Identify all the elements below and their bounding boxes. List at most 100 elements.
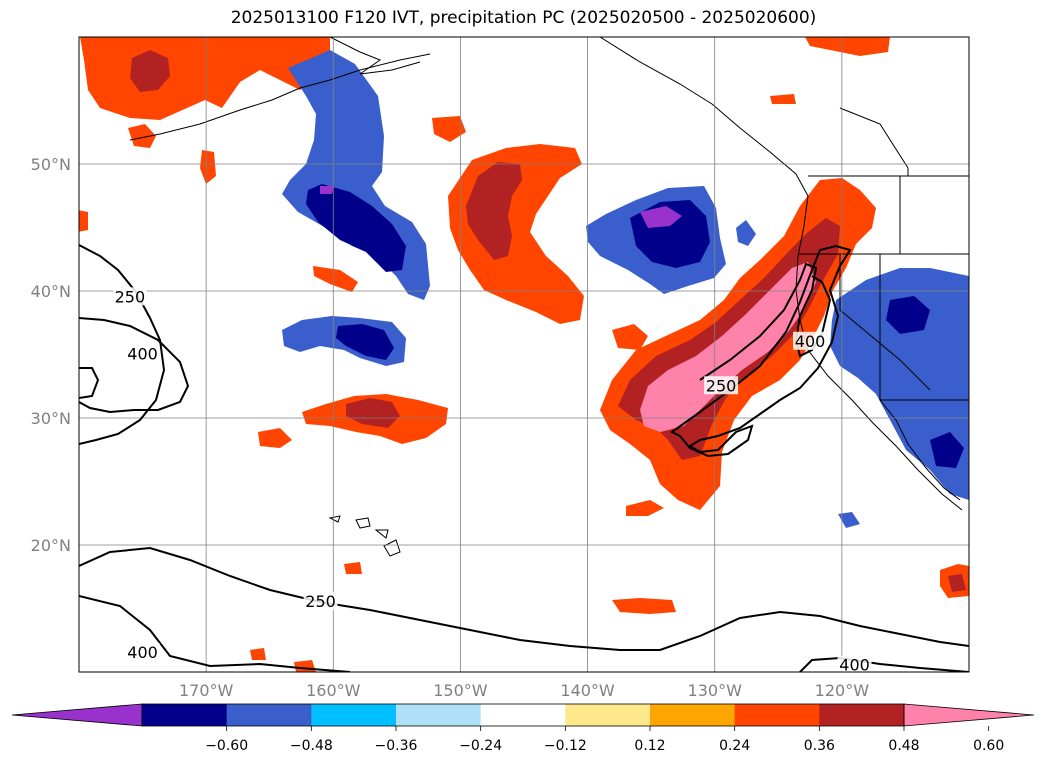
colorbar-tick-label: 0.36 xyxy=(804,738,835,754)
colorbar-segment xyxy=(565,704,651,726)
precip-positive-region xyxy=(128,124,156,148)
precip-positive-peak xyxy=(640,262,816,432)
precip-positive-region xyxy=(612,598,676,614)
precip-negative-region xyxy=(838,512,860,528)
colorbar-segment xyxy=(142,704,228,726)
precip-positive-core xyxy=(466,162,522,260)
longitude-tick-label: 150°W xyxy=(433,681,488,700)
precip-negative-core xyxy=(306,184,406,272)
longitude-tick-label: 170°W xyxy=(179,681,234,700)
contour-label: 400 xyxy=(795,332,826,351)
alaska-coastline xyxy=(329,37,421,75)
state-border xyxy=(839,254,931,391)
colorbar-extend-low xyxy=(11,703,143,727)
colorbar-segment xyxy=(480,704,566,726)
contour-label-background xyxy=(303,592,338,611)
contour-label: 250 xyxy=(706,376,737,395)
colorbar-segment xyxy=(226,704,312,726)
precip-positive-core xyxy=(130,50,170,92)
colorbar-segment xyxy=(819,704,905,726)
precip-positive-region xyxy=(626,500,664,516)
contour-label-background xyxy=(837,655,872,674)
latitude-tick-label: 30°N xyxy=(31,409,71,428)
precip-negative-peak xyxy=(320,186,334,194)
precip-positive-core xyxy=(346,398,400,428)
contour-label-background xyxy=(125,344,160,363)
contour-label-background xyxy=(704,376,739,395)
longitude-tick-label: 120°W xyxy=(815,681,870,700)
precip-positive-region xyxy=(344,562,362,574)
coastlines xyxy=(129,37,969,557)
precip-negative-core xyxy=(930,432,964,468)
precip-positive-region xyxy=(805,37,890,56)
colorbar-segment xyxy=(650,704,736,726)
latitude-labels: 20°N 30°N 40°N 50°N xyxy=(31,155,71,555)
colorbar-tick-label: 0.48 xyxy=(888,738,919,754)
state-border xyxy=(879,254,969,401)
colorbar-tick-label: −0.48 xyxy=(290,738,333,754)
precip-positive-region xyxy=(79,210,88,232)
precip-positive-region xyxy=(80,37,330,120)
contour-label: 400 xyxy=(127,643,158,662)
colorbar-tick-label: −0.60 xyxy=(205,738,248,754)
colorbar-tick-label: 0.12 xyxy=(634,738,665,754)
longitude-labels: 170°W 160°W 150°W 140°W 130°W 120°W xyxy=(179,681,869,700)
precip-positive-region xyxy=(313,266,358,292)
precipitation-pc-fields xyxy=(79,37,969,672)
ivt-contour-250 xyxy=(79,546,969,651)
ivt-contours xyxy=(79,244,969,672)
colorbar-segment xyxy=(734,704,820,726)
contour-label: 400 xyxy=(127,345,158,364)
latitude-tick-label: 20°N xyxy=(31,536,71,555)
colorbar-segment xyxy=(396,704,482,726)
ivt-contour-400 xyxy=(799,656,969,672)
ivt-contour-400 xyxy=(79,595,351,672)
precip-positive-region xyxy=(432,116,466,142)
precip-negative-peak xyxy=(640,206,682,228)
colorbar-outline xyxy=(141,703,905,727)
ivt-contour-400-inner xyxy=(79,367,100,399)
precip-negative-core xyxy=(336,324,394,360)
precip-positive-region xyxy=(258,428,292,448)
colorbar-segment xyxy=(311,704,397,726)
colorbar: −0.60 −0.48 −0.36 −0.24 −0.12 0.12 0.24 0.36 0.4… xyxy=(11,703,1035,754)
longitude-tick-label: 160°W xyxy=(306,681,361,700)
hawaii-coastline xyxy=(328,515,401,557)
precip-negative-region xyxy=(282,50,430,300)
precip-negative-core xyxy=(886,296,930,334)
colorbar-tick-label: 0.24 xyxy=(719,738,750,754)
north-america-coastline xyxy=(599,37,963,511)
contour-label: 250 xyxy=(115,287,146,306)
contour-labels: 250 400 250 400 250 400 400 xyxy=(112,287,872,675)
contour-label: 250 xyxy=(305,592,336,611)
precip-positive-region xyxy=(250,648,266,660)
ivt-contour-250 xyxy=(670,244,852,458)
aleutian-coastline xyxy=(129,53,431,141)
colorbar-tick-label: 0.60 xyxy=(973,738,1004,754)
baja-coastline xyxy=(879,399,961,501)
colorbar-tick-label: −0.12 xyxy=(544,738,587,754)
state-border xyxy=(839,107,909,176)
colorbar-tick-label: −0.36 xyxy=(375,738,418,754)
ivt-contour-400 xyxy=(699,262,832,381)
precip-positive-core xyxy=(948,574,966,592)
contour-label-background xyxy=(793,331,828,350)
latitude-tick-label: 40°N xyxy=(31,282,71,301)
precip-positive-region xyxy=(200,150,216,184)
longitude-tick-label: 130°W xyxy=(688,681,743,700)
ivt-contour-250 xyxy=(79,244,166,445)
precip-positive-region xyxy=(612,324,648,350)
map-frame xyxy=(78,36,970,673)
precip-positive-region xyxy=(736,220,756,246)
contour-label: 400 xyxy=(839,656,870,675)
latitude-tick-label: 50°N xyxy=(31,155,71,174)
ivt-contour-400 xyxy=(79,317,190,414)
contour-label-background xyxy=(125,642,160,661)
map-title: 2025013100 F120 IVT, precipitation PC (2… xyxy=(230,8,817,28)
precip-positive-region xyxy=(294,660,316,672)
colorbar-extend-high xyxy=(903,703,1035,727)
contour-label-background xyxy=(112,287,147,306)
precip-positive-region xyxy=(770,94,796,104)
longitude-tick-label: 140°W xyxy=(560,681,615,700)
